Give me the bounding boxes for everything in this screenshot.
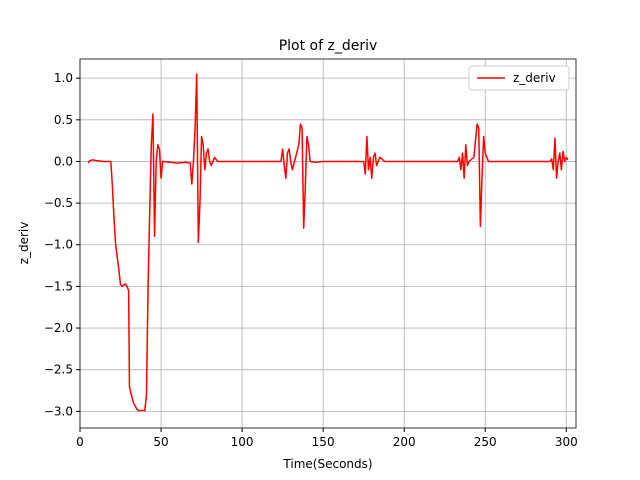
x-tick-label: 50: [153, 435, 168, 449]
y-tick-label: 0.5: [54, 113, 73, 127]
y-tick-label: −2.0: [44, 321, 73, 335]
x-tick-label: 300: [555, 435, 578, 449]
legend-box: [468, 65, 570, 91]
x-tick-label: 0: [76, 435, 84, 449]
y-tick-label: −1.0: [44, 238, 73, 252]
y-tick-label: −0.5: [44, 196, 73, 210]
x-tick-label: 250: [474, 435, 497, 449]
y-tick-label: −3.0: [44, 404, 73, 418]
y-tick-label: −2.5: [44, 363, 73, 377]
x-tick-label: 150: [312, 435, 335, 449]
data-line: [87, 73, 569, 412]
plot-frame: [79, 58, 577, 429]
x-tick-label: 100: [231, 435, 254, 449]
y-tick-label: 1.0: [54, 71, 73, 85]
legend-label: z_deriv: [513, 71, 556, 85]
y-tick-label: 0.0: [54, 154, 73, 168]
chart-title: Plot of z_deriv: [279, 38, 378, 54]
x-axis-label: Time(Seconds): [282, 457, 372, 471]
y-axis-label: z_deriv: [17, 222, 31, 265]
y-tick-label: −1.5: [44, 279, 73, 293]
x-tick-label: 200: [393, 435, 416, 449]
